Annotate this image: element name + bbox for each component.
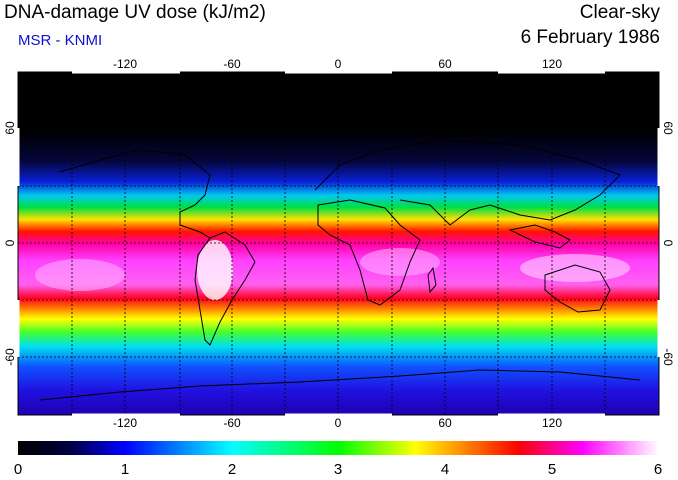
lon-tick-label: -120 xyxy=(113,416,137,430)
frame-border-ticks xyxy=(16,70,661,417)
uv-field xyxy=(18,72,659,415)
sky-condition-label: Clear-sky xyxy=(579,2,660,23)
lat-tick-label: -60 xyxy=(3,348,17,366)
high-dose-patch xyxy=(35,259,125,291)
lon-tick-label: 120 xyxy=(542,416,562,430)
high-dose-patch xyxy=(360,248,440,276)
lon-tick-label: 60 xyxy=(438,57,452,71)
colorbar-labels: 0 1 2 3 4 5 6 xyxy=(14,461,662,478)
lon-tick-label: 120 xyxy=(542,57,562,71)
lat-tick-label: 60 xyxy=(3,121,17,135)
lat-tick-label: 60 xyxy=(661,121,675,135)
lat-tick-label: 0 xyxy=(3,239,17,246)
eurasia-coast xyxy=(314,139,621,226)
lon-tick-label: -60 xyxy=(223,57,241,71)
high-dose-patch xyxy=(197,240,233,300)
antarctica-coast xyxy=(39,369,641,401)
colorbar-label: 0 xyxy=(14,461,22,478)
australia-coast xyxy=(544,264,611,313)
source-label: MSR - KNMI xyxy=(18,32,103,49)
lon-labels-bottom: -120 -60 0 60 120 xyxy=(113,416,562,430)
lon-tick-label: 0 xyxy=(335,57,342,71)
colorbar-label: 3 xyxy=(334,461,342,478)
date-label: 6 February 1986 xyxy=(520,27,660,48)
madagascar-coast xyxy=(427,266,437,294)
colorbar-label: 4 xyxy=(441,461,449,478)
north-america-coast xyxy=(59,149,211,239)
lon-tick-label: -120 xyxy=(113,57,137,71)
africa-coast xyxy=(317,199,421,306)
maritime-continent xyxy=(508,224,571,249)
lat-tick-label: 0 xyxy=(661,240,675,247)
colorbar-label: 2 xyxy=(228,461,236,478)
colorbar-label: 1 xyxy=(121,461,129,478)
lon-labels-top: -120 -60 0 60 120 xyxy=(113,57,562,71)
colorbar xyxy=(18,441,659,455)
lon-tick-label: -60 xyxy=(223,416,241,430)
coastlines xyxy=(39,139,641,401)
lat-labels-left: 60 0 -60 xyxy=(3,121,17,366)
colorbar-label: 6 xyxy=(654,461,662,478)
high-dose-patch xyxy=(520,254,630,282)
lon-tick-label: 60 xyxy=(438,416,452,430)
lat-labels-right: 60 0 -60 xyxy=(661,121,675,366)
south-america-coast xyxy=(194,231,256,346)
graticule xyxy=(18,72,659,415)
lat-tick-label: -60 xyxy=(661,348,675,366)
colorbar-label: 5 xyxy=(548,461,556,478)
lon-tick-label: 0 xyxy=(335,416,342,430)
map-title: DNA-damage UV dose (kJ/m2) xyxy=(4,2,266,23)
